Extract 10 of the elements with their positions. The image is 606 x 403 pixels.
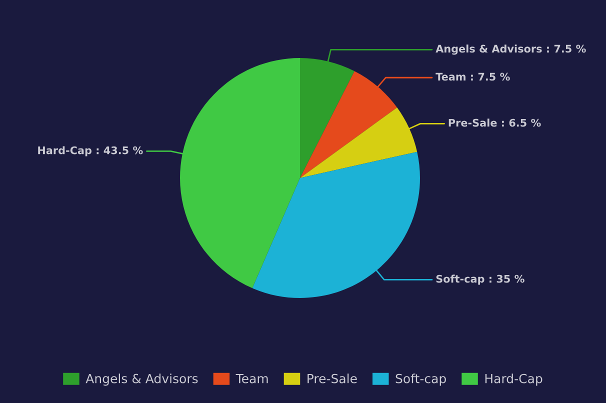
data-label: Soft-cap : 35 % (436, 274, 524, 285)
legend-label: Hard-Cap (485, 374, 542, 386)
data-label: Angels & Advisors : 7.5 % (436, 44, 586, 55)
legend-label: Team (236, 374, 268, 384)
data-label: Hard-Cap : 43.5 % (38, 146, 143, 156)
data-label: Pre-Sale : 6.5 % (448, 118, 541, 127)
legend-label: Angels & Advisors (86, 374, 198, 386)
legend-label: Pre-Sale (308, 374, 357, 384)
legend-label: Soft-cap (396, 374, 446, 386)
data-label: Team : 7.5 % (436, 72, 510, 81)
